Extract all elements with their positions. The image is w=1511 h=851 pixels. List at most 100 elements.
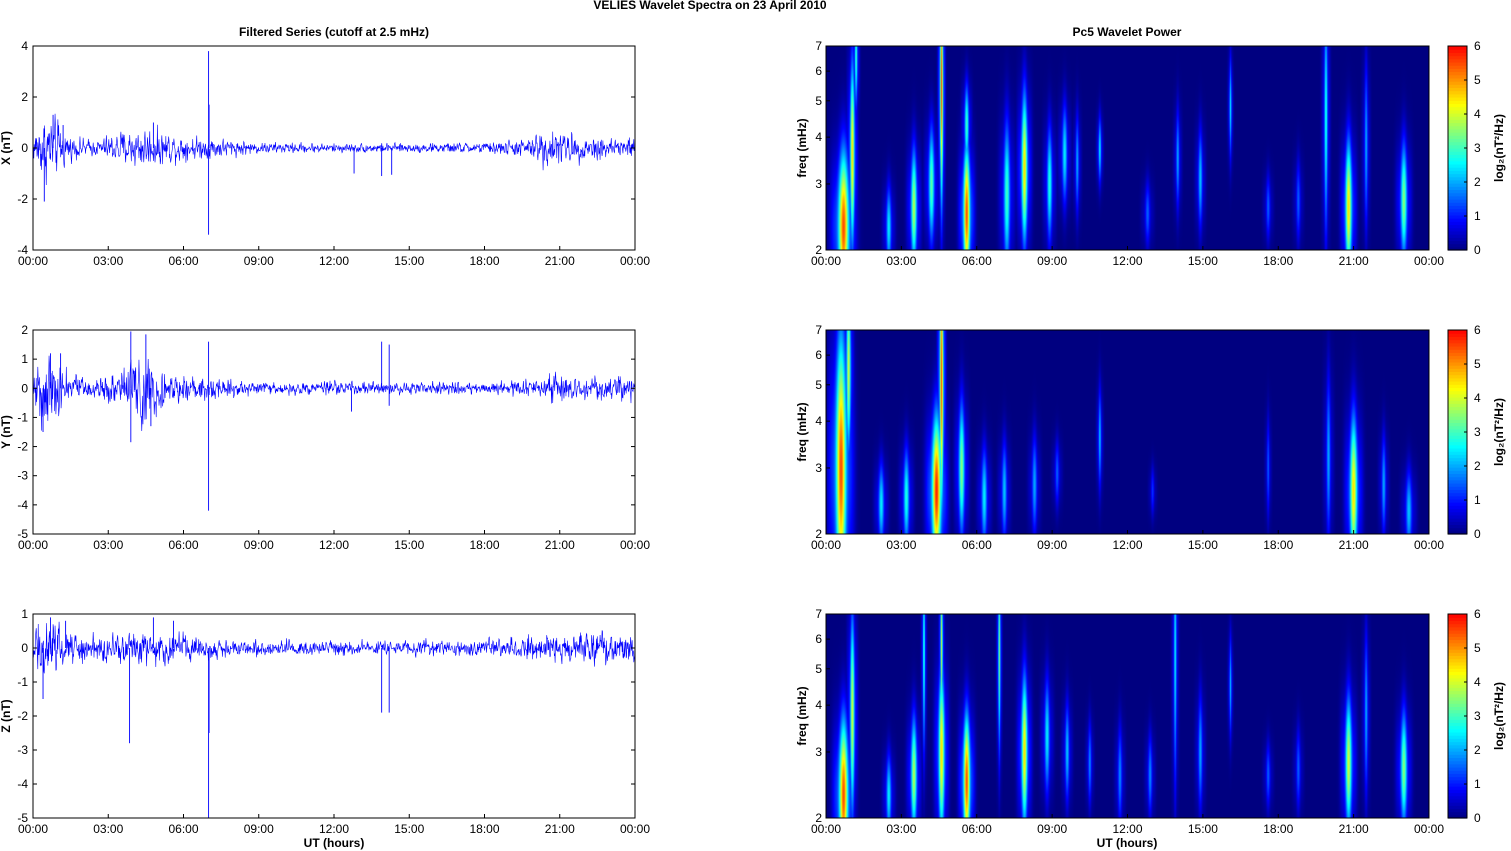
colorbar-swatch (1448, 655, 1467, 660)
colorbar-swatch (1448, 422, 1467, 427)
colorbar-swatch (1448, 795, 1467, 800)
wavelet-xtick-label-2100: 21:00 (1339, 254, 1369, 268)
series-xtick-label-0300: 03:00 (93, 538, 123, 552)
colorbar-swatch (1448, 339, 1467, 344)
colorbar-swatch (1448, 237, 1467, 242)
wavelet-power-image (826, 614, 1429, 818)
colorbar-swatch (1448, 368, 1467, 373)
series-trace-x (32, 113, 636, 185)
series-ytick-label-m2: -2 (17, 440, 28, 454)
colorbar-swatch (1448, 361, 1467, 366)
colorbar-swatch (1448, 125, 1467, 130)
series-plot-area (33, 330, 635, 534)
colorbar-swatch (1448, 68, 1467, 73)
colorbar-swatch (1448, 438, 1467, 443)
colorbar-swatch (1448, 498, 1467, 503)
series-ytick-label-1: 1 (21, 607, 28, 621)
wavelet-xtick-label-1800: 18:00 (1263, 822, 1293, 836)
colorbar-swatch (1448, 636, 1467, 641)
colorbar-tick-label-3: 3 (1474, 141, 1481, 155)
series-xtick-label-1200: 12:00 (319, 822, 349, 836)
wavelet-xtick-label-1500: 15:00 (1188, 538, 1218, 552)
colorbar-tick-label-6: 6 (1474, 39, 1481, 53)
colorbar-swatch (1448, 716, 1467, 720)
colorbar-swatch (1448, 157, 1467, 162)
colorbar-swatch (1448, 234, 1467, 238)
colorbar-swatch (1448, 530, 1467, 535)
wavelet-ytick-label-5: 5 (815, 378, 822, 392)
colorbar-swatch (1448, 476, 1467, 481)
colorbar-swatch (1448, 365, 1467, 369)
colorbar-swatch (1448, 454, 1467, 459)
wavelet-ytick-label-3: 3 (815, 461, 822, 475)
colorbar-swatch (1448, 352, 1467, 357)
series-trace-z (32, 621, 636, 674)
colorbar-y: 0 1 2 3 4 5 6 log₂(nT²/Hz) (1447, 323, 1506, 541)
colorbar-swatch (1448, 416, 1467, 420)
colorbar-swatch (1448, 205, 1467, 210)
colorbar-tick-label-2: 2 (1474, 459, 1481, 473)
colorbar-swatch (1448, 409, 1467, 414)
colorbar-tick-label-1: 1 (1474, 777, 1481, 791)
colorbar-swatch (1448, 668, 1467, 672)
series-xtick-label-end: 00:00 (620, 822, 650, 836)
series-xtick-label-start: 00:00 (18, 538, 48, 552)
series-xtick-label-1800: 18:00 (469, 254, 499, 268)
colorbar-swatch (1448, 195, 1467, 200)
colorbar-swatch (1448, 700, 1467, 704)
colorbar-swatch (1448, 629, 1467, 634)
colorbar-swatch (1448, 808, 1467, 813)
colorbar-swatch (1448, 457, 1467, 462)
colorbar-swatch (1448, 218, 1467, 222)
colorbar-tick-label-2: 2 (1474, 175, 1481, 189)
series-panel-z: -5 -4 -3 -2 -1 0 1 00:00 03:00 06:00 09:00 12:00 15:… (0, 607, 650, 836)
colorbar-swatch (1448, 652, 1467, 657)
colorbar-swatch (1448, 757, 1467, 762)
series-trace-y (32, 355, 636, 432)
series-xtick-label-end: 00:00 (620, 538, 650, 552)
colorbar-swatch (1448, 49, 1467, 53)
colorbar-swatch (1448, 52, 1467, 57)
wavelet-xtick-label-start: 00:00 (811, 822, 841, 836)
colorbar-swatch (1448, 703, 1467, 708)
colorbar-swatch (1448, 470, 1467, 475)
series-ytick-label-4: 4 (21, 39, 28, 53)
colorbar-swatch (1448, 151, 1467, 155)
colorbar-swatch (1448, 55, 1467, 60)
wavelet-ytick-label-3: 3 (815, 177, 822, 191)
colorbar-swatch (1448, 451, 1467, 455)
wavelet-ytick-label-2: 2 (815, 527, 822, 541)
colorbar-swatch (1448, 176, 1467, 181)
wavelet-ytick-label-2: 2 (815, 243, 822, 257)
colorbar-swatch (1448, 712, 1467, 717)
colorbar-swatch (1448, 97, 1467, 101)
colorbar-swatch (1448, 435, 1467, 439)
colorbar-tick-label-5: 5 (1474, 73, 1481, 87)
wavelet-xtick-label-1800: 18:00 (1263, 538, 1293, 552)
colorbar-swatch (1448, 93, 1467, 98)
colorbar-swatch (1448, 390, 1467, 395)
series-xtick-label-1800: 18:00 (469, 538, 499, 552)
series-xtick-label-end: 00:00 (620, 254, 650, 268)
colorbar-label: log₂(nT²/Hz) (1492, 682, 1506, 750)
colorbar-swatch (1448, 46, 1467, 50)
colorbar-swatch (1448, 119, 1467, 124)
series-ytick-label-m3: -3 (17, 469, 28, 483)
wavelet-ylabel-y: freq (mHz) (795, 402, 809, 461)
colorbar-swatch (1448, 243, 1467, 248)
colorbar-swatch (1448, 74, 1467, 79)
colorbar-swatch (1448, 128, 1467, 133)
colorbar-swatch (1448, 211, 1467, 216)
colorbar-swatch (1448, 186, 1467, 191)
colorbar-swatch (1448, 71, 1467, 76)
colorbar-swatch (1448, 221, 1467, 226)
colorbar-swatch (1448, 779, 1467, 784)
colorbar-swatch (1448, 227, 1467, 232)
colorbar-tick-label-3: 3 (1474, 709, 1481, 723)
colorbar-swatch (1448, 393, 1467, 398)
colorbar-swatch (1448, 505, 1467, 510)
colorbar-swatch (1448, 514, 1467, 519)
series-ytick-label-2: 2 (21, 90, 28, 104)
colorbar-swatch (1448, 374, 1467, 379)
wavelet-xtick-label-1200: 12:00 (1112, 822, 1142, 836)
